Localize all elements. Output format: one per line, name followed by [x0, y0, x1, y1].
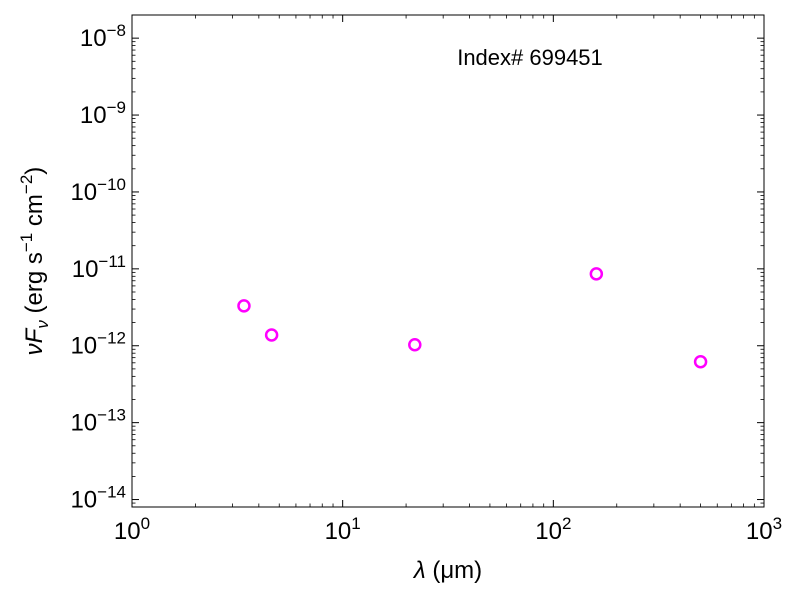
data-point [408, 338, 422, 352]
data-point [693, 354, 708, 369]
x-axis-title: λ (μm) [412, 557, 482, 584]
x-tick-label: 103 [746, 514, 782, 545]
y-tick-label: 10−9 [80, 98, 126, 129]
y-tick-label: 10−11 [72, 252, 126, 283]
y-axis-title: νFν (erg s−1 cm−2) [17, 167, 52, 356]
y-tick-label: 10−8 [80, 21, 126, 52]
x-tick-label: 100 [114, 514, 150, 545]
data-point [237, 299, 251, 313]
x-tick-label: 101 [325, 514, 361, 545]
y-tick-label: 10−14 [70, 483, 126, 514]
plot-area-frame [131, 14, 765, 508]
y-tick-label: 10−10 [70, 175, 126, 206]
x-tick-label: 102 [535, 514, 571, 545]
data-point [264, 328, 279, 342]
data-point [589, 267, 604, 281]
y-tick-label: 10−13 [70, 406, 126, 437]
index-annotation: Index# 699451 [457, 45, 603, 70]
y-tick-label: 10−12 [70, 329, 126, 360]
